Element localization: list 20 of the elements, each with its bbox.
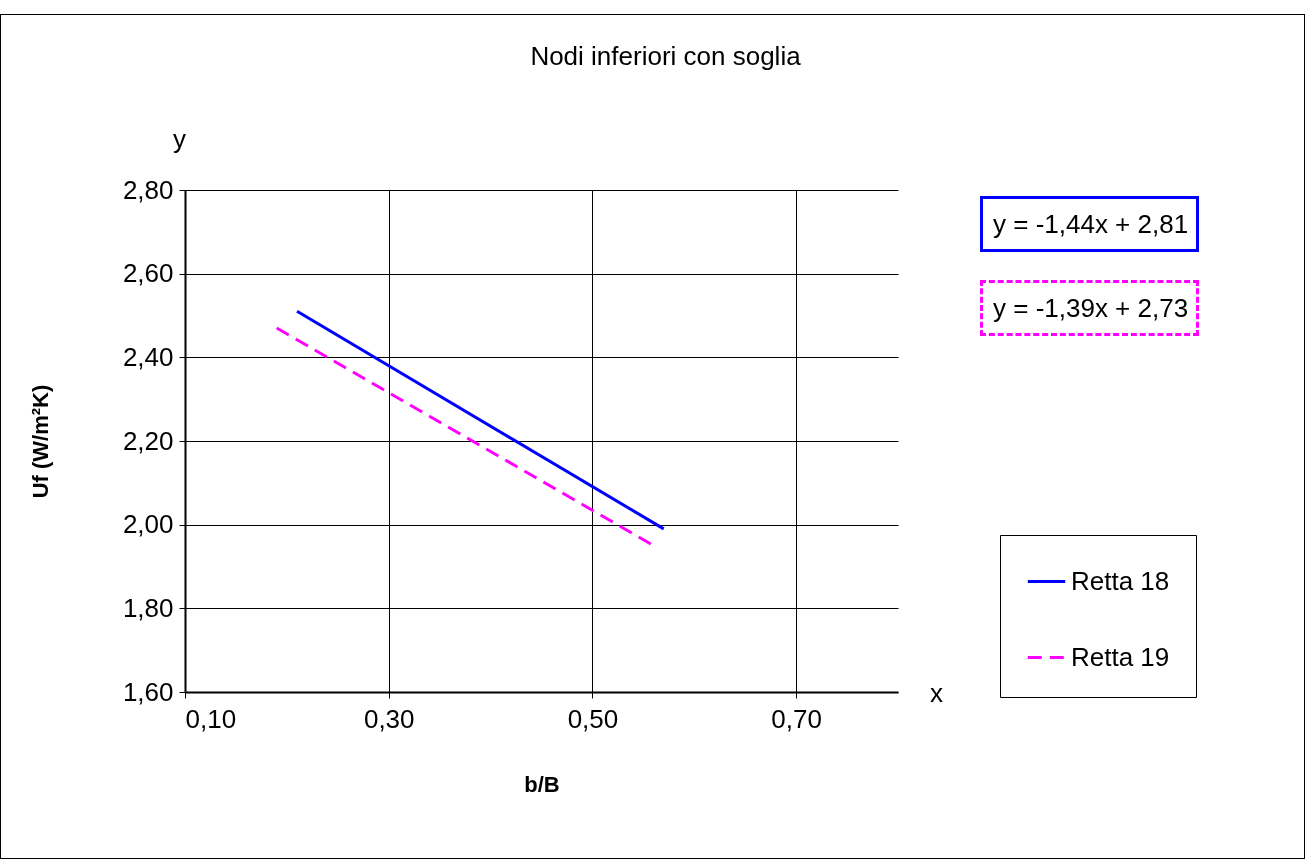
text: y	[173, 124, 186, 154]
legend-label: Retta 18	[1071, 565, 1170, 596]
y-tick-label: 2,20	[122, 425, 174, 456]
y-tick-label: 2,40	[122, 341, 174, 372]
y-tick-label: 2,00	[122, 509, 174, 540]
chart-title: Nodi inferiori con soglia	[530, 41, 802, 71]
text: y = -1,39x + 2,73	[980, 280, 1200, 336]
y-tick-label: 2,60	[122, 258, 174, 289]
text: x	[930, 678, 943, 708]
x-tick-label: 0,30	[363, 703, 415, 734]
y-axis-title: Uf (W/m²K)	[27, 384, 53, 499]
x-tick-label: 0,50	[567, 703, 619, 734]
y-tick-label: 1,80	[122, 592, 174, 623]
x-tick-label: 0,70	[771, 703, 822, 734]
y-tick-label: 1,60	[122, 676, 174, 707]
legend-label: Retta 19	[1071, 641, 1170, 672]
x-tick-label: 0,10	[185, 703, 237, 734]
y-tick-label: 2,80	[122, 174, 174, 205]
x-axis-title: b/B	[524, 771, 560, 797]
text: y = -1,44x + 2,81	[980, 196, 1200, 252]
